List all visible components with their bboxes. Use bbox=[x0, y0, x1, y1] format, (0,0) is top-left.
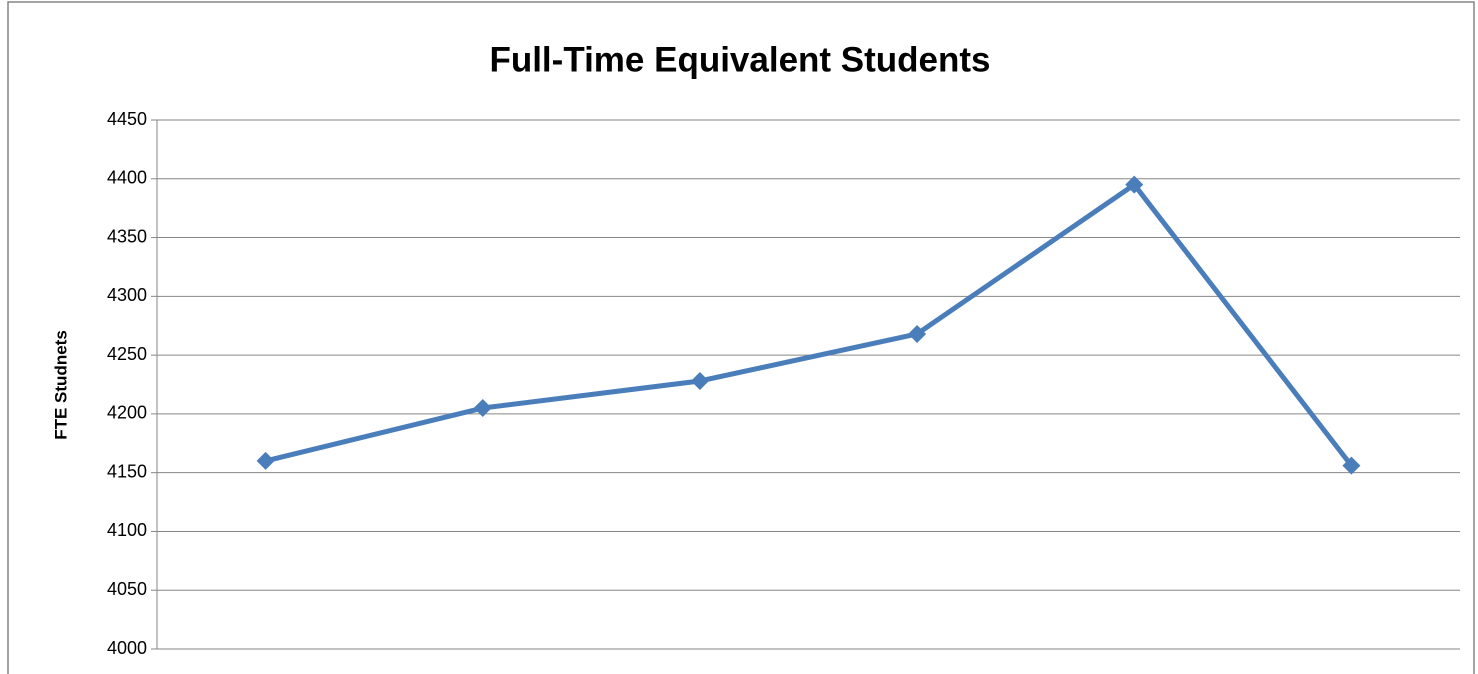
data-marker bbox=[1125, 175, 1144, 194]
y-tick-label: 4250 bbox=[107, 344, 147, 364]
data-marker bbox=[908, 324, 927, 343]
data-line bbox=[264, 182, 1354, 468]
y-tick-label: 4400 bbox=[107, 168, 147, 188]
data-marker bbox=[473, 399, 492, 418]
y-tick-label: 4350 bbox=[107, 226, 147, 246]
y-axis-label: FTE Studnets bbox=[51, 330, 70, 440]
y-tick-label: 4050 bbox=[107, 579, 147, 599]
data-marker bbox=[690, 371, 709, 390]
chart-title: Full-Time Equivalent Students bbox=[489, 40, 990, 79]
y-tick-label: 4450 bbox=[107, 109, 147, 129]
y-tick-label: 4100 bbox=[107, 520, 147, 540]
y-tick-label: 4300 bbox=[107, 285, 147, 305]
y-tick-label: 4000 bbox=[107, 638, 147, 658]
data-marker bbox=[256, 451, 275, 470]
chart-frame bbox=[7, 1, 1475, 674]
y-tick-label: 4200 bbox=[107, 403, 147, 423]
data-marker bbox=[1342, 456, 1361, 475]
y-tick-label: 4150 bbox=[107, 461, 147, 481]
